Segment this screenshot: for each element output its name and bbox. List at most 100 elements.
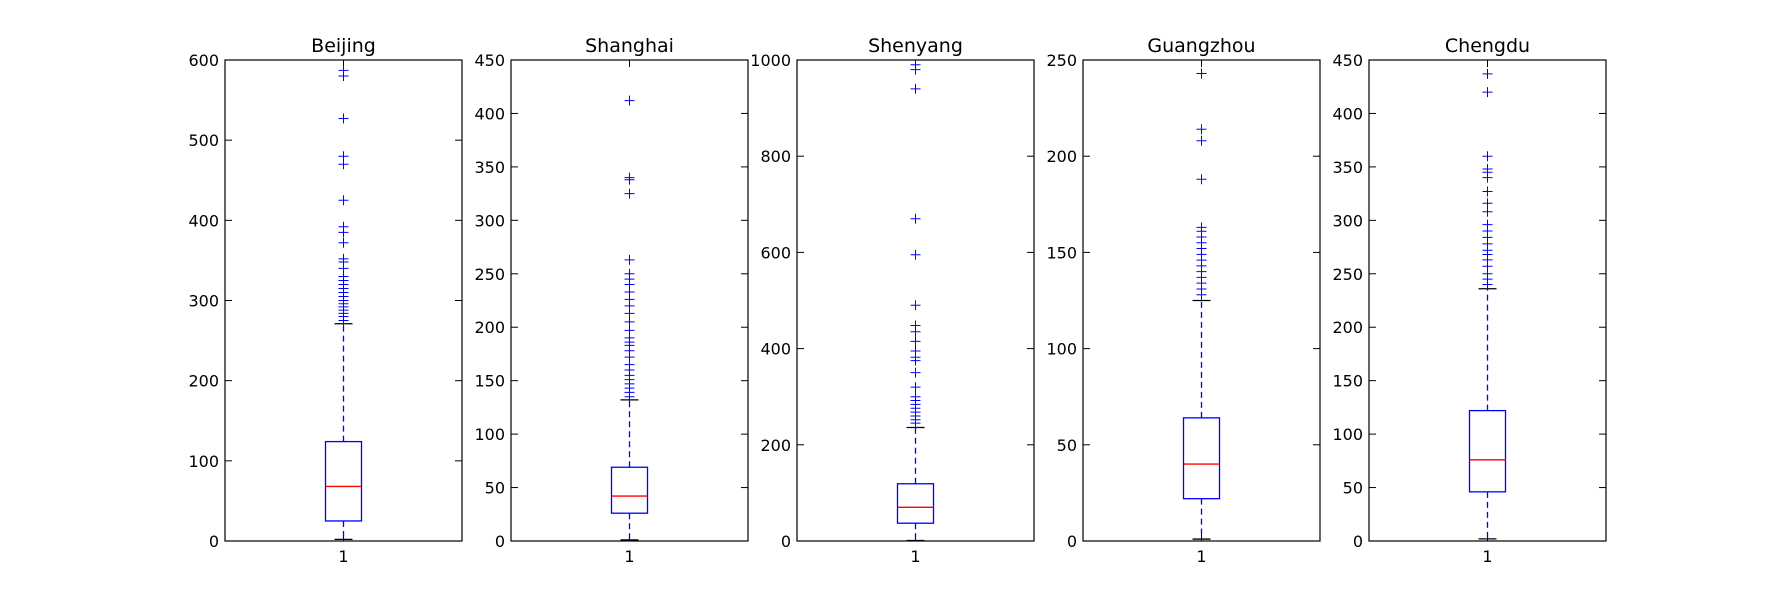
panel-beijing: Beijing 0 100 200 300 400 500 600 1 — [188, 35, 463, 566]
y-tick-label: 200 — [1332, 318, 1363, 337]
y-tick-label: 200 — [474, 318, 505, 337]
y-tick-label: 100 — [188, 452, 219, 471]
y-tick-label: 300 — [1332, 211, 1363, 230]
y-tick-label: 400 — [474, 104, 505, 123]
y-tick-label: 500 — [188, 131, 219, 150]
outlier-point — [1482, 206, 1493, 217]
outlier-point — [910, 367, 921, 378]
panel-guangzhou: Guangzhou 0 50 100 150 200 250 1 — [1046, 35, 1321, 566]
y-tick-label: 600 — [188, 51, 219, 70]
box-iqr — [896, 483, 935, 524]
y-tick-label: 200 — [1046, 147, 1077, 166]
y-tick-label: 300 — [474, 211, 505, 230]
x-tick-label: 1 — [1196, 547, 1206, 566]
outlier-point — [1482, 186, 1493, 197]
y-tick-label: 400 — [760, 340, 791, 359]
axes-frame — [1082, 59, 1321, 542]
outlier-point — [1482, 198, 1493, 209]
y-tick-label: 0 — [1067, 532, 1077, 551]
panel-title: Shanghai — [585, 35, 674, 57]
outlier-point — [910, 59, 921, 70]
outlier-point — [624, 316, 635, 327]
axes-frame — [224, 59, 463, 542]
outlier-point — [624, 188, 635, 199]
outlier-point — [624, 254, 635, 265]
y-tick-label: 400 — [188, 211, 219, 230]
outlier-point — [1196, 135, 1207, 146]
outlier-point — [624, 172, 635, 183]
axes-frame — [1368, 59, 1607, 542]
y-tick-label: 0 — [209, 532, 219, 551]
outlier-point — [1482, 68, 1493, 79]
outlier-point — [624, 268, 635, 279]
outlier-point — [624, 95, 635, 106]
outlier-point — [910, 83, 921, 94]
outlier-point — [910, 320, 921, 331]
x-tick-label: 1 — [624, 547, 634, 566]
outlier-point — [910, 300, 921, 311]
x-tick-label: 1 — [338, 547, 348, 566]
outlier-point — [338, 113, 349, 124]
x-tick-label: 1 — [910, 547, 920, 566]
outlier-point — [338, 221, 349, 232]
y-tick-label: 350 — [474, 158, 505, 177]
panel-shenyang: Shenyang 0 200 400 600 800 1000 1 — [750, 35, 1035, 566]
axes-frame — [510, 59, 749, 542]
box-iqr — [610, 466, 649, 514]
y-tick-label: 300 — [188, 292, 219, 311]
outlier-point — [338, 253, 349, 264]
y-tick-label: 400 — [1332, 104, 1363, 123]
panel-shanghai: Shanghai 0 50 100 150 200 250 300 350 400 450 1 — [474, 35, 749, 566]
y-tick-label: 250 — [474, 265, 505, 284]
panel-chengdu: Chengdu 0 50 100 150 200 250 300 350 400 450 1 — [1332, 35, 1607, 566]
outlier-point — [1196, 222, 1207, 233]
outlier-point — [1482, 87, 1493, 98]
y-tick-label: 0 — [1353, 532, 1363, 551]
y-tick-label: 100 — [1046, 340, 1077, 359]
outlier-point — [910, 213, 921, 224]
outlier-point — [1196, 124, 1207, 135]
y-tick-label: 350 — [1332, 158, 1363, 177]
y-tick-label: 800 — [760, 147, 791, 166]
outlier-point — [1196, 68, 1207, 79]
y-tick-label: 150 — [1332, 372, 1363, 391]
outlier-point — [910, 391, 921, 402]
outlier-point — [338, 237, 349, 248]
outlier-point — [1482, 151, 1493, 162]
y-tick-label: 450 — [1332, 51, 1363, 70]
y-tick-label: 100 — [474, 425, 505, 444]
y-tick-label: 200 — [188, 372, 219, 391]
y-tick-label: 0 — [781, 532, 791, 551]
y-tick-label: 150 — [474, 372, 505, 391]
outlier-point — [910, 346, 921, 357]
outlier-point — [910, 249, 921, 260]
y-tick-label: 50 — [485, 479, 505, 498]
y-tick-label: 1000 — [750, 51, 791, 70]
y-tick-label: 150 — [1046, 243, 1077, 262]
panel-title: Chengdu — [1445, 35, 1530, 57]
box-iqr — [1468, 409, 1507, 493]
panel-title: Beijing — [311, 35, 376, 57]
y-tick-label: 250 — [1332, 265, 1363, 284]
y-tick-label: 450 — [474, 51, 505, 70]
panel-title: Shenyang — [868, 35, 963, 57]
y-tick-label: 600 — [760, 243, 791, 262]
box-iqr — [1182, 417, 1221, 500]
outlier-point — [1196, 174, 1207, 185]
outlier-point — [1482, 219, 1493, 230]
outlier-point — [910, 336, 921, 347]
outlier-point — [338, 151, 349, 162]
y-tick-label: 100 — [1332, 425, 1363, 444]
outlier-point — [1482, 164, 1493, 175]
panel-title: Guangzhou — [1147, 35, 1255, 57]
y-tick-label: 50 — [1343, 479, 1363, 498]
outlier-point — [910, 382, 921, 393]
axes-frame — [796, 59, 1035, 542]
outlier-point — [338, 195, 349, 206]
x-tick-label: 1 — [1482, 547, 1492, 566]
y-tick-label: 0 — [495, 532, 505, 551]
y-tick-label: 250 — [1046, 51, 1077, 70]
outlier-point — [624, 325, 635, 336]
y-tick-label: 200 — [760, 436, 791, 455]
